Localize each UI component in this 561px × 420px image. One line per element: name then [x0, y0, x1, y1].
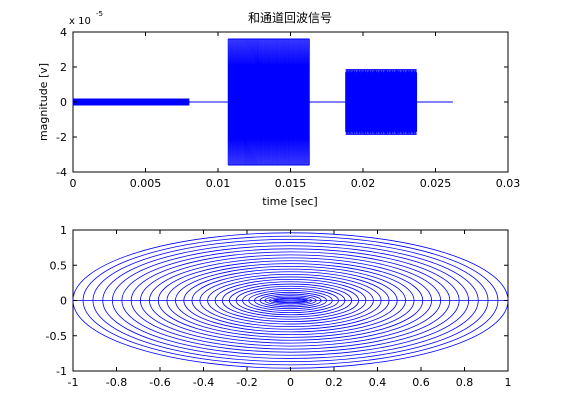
x-tick-label: 0.005: [130, 177, 162, 190]
y-tick-label: 0: [60, 295, 67, 308]
x-tick-label: 0.8: [456, 376, 474, 389]
x-tick-label: 1: [505, 376, 512, 389]
y-tick-label: 0.5: [50, 259, 68, 272]
signal-burst-3: [345, 69, 418, 135]
x-tick-label: 0.025: [420, 177, 452, 190]
y-tick-label: -2: [56, 131, 67, 144]
x-tick-label: 0.2: [325, 376, 343, 389]
x-axis-label: time [sec]: [262, 195, 317, 208]
y-tick-label: 4: [60, 26, 67, 39]
y-tick-label: -1: [56, 365, 67, 378]
burst-band: [73, 98, 189, 106]
y-tick-label: -0.5: [46, 330, 67, 343]
x-tick-label: 0.6: [412, 376, 430, 389]
echo-signal-series: [72, 38, 453, 166]
x-tick-label: 0.4: [369, 376, 387, 389]
ellipse-chart: -1 -0.8 -0.6 -0.4 -0.2 0 0.2 0.4 0.6 0.8 1 -1 -0.5 0…: [46, 224, 512, 389]
y-axis-exponent-base: x 10: [69, 16, 91, 27]
x-tick-label: 0.02: [351, 177, 376, 190]
x-tick-label: -0.8: [106, 376, 127, 389]
x-axis-ticks-top: 0 0.005 0.01 0.015 0.02 0.025 0.03: [70, 32, 521, 190]
x-tick-label: 0.01: [206, 177, 231, 190]
x-tick-label: 0.015: [275, 177, 307, 190]
x-tick-label: 0: [287, 376, 294, 389]
x-tick-label: 0: [70, 177, 77, 190]
y-tick-label: 0: [60, 96, 67, 109]
y-axis-ticks-bottom: -1 -0.5 0 0.5 1: [46, 224, 508, 378]
y-axis-label: magnitude [v]: [37, 63, 50, 141]
y-axis-ticks-top: -4 -2 0 2 4: [56, 26, 508, 179]
y-tick-label: 2: [60, 61, 67, 74]
signal-burst-2: [227, 38, 310, 166]
echo-signal-chart: 和通道回波信号 x 10 -5 0 0.005 0.01 0.015 0.02 0.025…: [37, 10, 520, 208]
x-tick-label: 0.03: [496, 177, 521, 190]
chart-title: 和通道回波信号: [248, 11, 332, 25]
x-axis-ticks-bottom: -1 -0.8 -0.6 -0.4 -0.2 0 0.2 0.4 0.6 0.8 1: [68, 230, 512, 389]
y-axis-exponent-power: -5: [96, 10, 103, 18]
x-tick-label: -1: [68, 376, 79, 389]
x-tick-label: -0.2: [236, 376, 257, 389]
ellipse-series: [72, 232, 509, 369]
x-tick-label: -0.6: [149, 376, 170, 389]
x-tick-label: -0.4: [193, 376, 214, 389]
y-tick-label: 1: [60, 224, 67, 237]
y-tick-label: -4: [56, 166, 67, 179]
